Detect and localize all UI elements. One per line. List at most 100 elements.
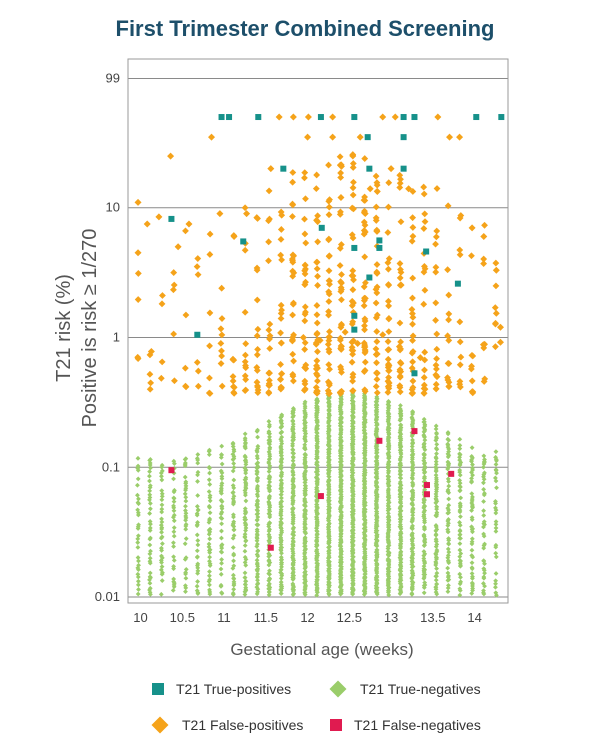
false-positive-point: [409, 188, 417, 195]
false-positive-point: [337, 363, 344, 371]
true-negative-point: [147, 501, 153, 506]
false-positive-point: [301, 267, 309, 275]
true-negative-point: [266, 469, 272, 474]
true-negative-point: [469, 565, 475, 570]
true-negative-point: [434, 542, 440, 547]
true-negative-point: [219, 509, 225, 515]
true-negative-point: [219, 503, 225, 509]
true-negative-point: [183, 456, 189, 462]
true-negative-point: [171, 458, 177, 464]
true-negative-point: [481, 531, 487, 537]
false-positive-point: [338, 271, 345, 278]
false-positive-point: [396, 359, 404, 366]
false-positive-point: [194, 367, 202, 375]
true-negative-point: [206, 477, 212, 483]
true-negative-point: [147, 585, 153, 591]
false-positive-point: [337, 278, 345, 285]
false-positive-point: [350, 337, 357, 345]
false-positive-point: [349, 191, 357, 199]
true-negative-point: [421, 590, 427, 596]
false-positive-point: [397, 281, 405, 289]
true-negative-point: [421, 524, 427, 530]
true-negative-point: [481, 480, 486, 486]
true-negative-point: [159, 493, 165, 499]
true-negative-point: [481, 499, 486, 504]
true-negative-point: [458, 551, 464, 556]
t21-true-positives-point: [318, 224, 325, 231]
t21-false-positives-point: [243, 210, 251, 218]
false-positive-point: [481, 221, 488, 229]
t21-false-positives-point: [208, 133, 216, 141]
true-negative-point: [481, 558, 487, 564]
true-negative-point: [458, 574, 463, 580]
legend-label: T21 True-positives: [176, 681, 292, 697]
true-negative-point: [159, 477, 165, 483]
true-negative-point: [254, 552, 260, 557]
true-negative-point: [266, 419, 272, 424]
true-negative-point: [457, 547, 463, 553]
true-negative-point: [421, 451, 427, 457]
true-negative-point: [421, 549, 427, 554]
true-negative-point: [243, 498, 249, 504]
true-negative-point: [422, 580, 428, 585]
true-negative-point: [242, 520, 248, 526]
true-negative-point: [493, 521, 499, 527]
true-negative-point: [385, 548, 391, 554]
t21-false-positives-point: [337, 193, 345, 201]
true-negative-point: [386, 486, 391, 492]
false-positive-point: [349, 164, 357, 171]
true-negative-point: [362, 466, 367, 472]
false-positive-point: [182, 311, 190, 319]
false-positive-point: [254, 325, 262, 333]
true-negative-point: [135, 507, 141, 513]
false-positive-point: [326, 365, 333, 373]
t21-false-positives-point: [354, 339, 362, 347]
false-positive-point: [385, 379, 393, 387]
false-positive-point: [456, 377, 464, 385]
false-positive-point: [325, 236, 333, 244]
false-positive-point: [182, 227, 189, 235]
true-negative-point: [290, 475, 296, 481]
true-negative-point: [158, 567, 164, 573]
false-positive-point: [361, 315, 369, 323]
true-negative-point: [207, 569, 212, 574]
true-negative-point: [183, 513, 189, 519]
true-negative-point: [266, 562, 272, 568]
false-positive-point: [445, 316, 452, 324]
t21-false-positives-point: [329, 133, 337, 141]
true-negative-point: [457, 472, 463, 478]
x-tick-label: 14: [467, 610, 481, 625]
true-negative-point: [349, 485, 355, 490]
true-negative-point: [290, 565, 296, 571]
false-positive-point: [421, 348, 429, 356]
true-negative-point: [278, 535, 284, 540]
true-negative-point: [147, 495, 153, 500]
false-positive-point: [372, 203, 380, 211]
false-positive-point: [278, 370, 286, 378]
true-negative-point: [135, 492, 140, 498]
true-negative-point: [422, 437, 428, 443]
false-positive-point: [444, 266, 452, 274]
true-negative-point: [326, 558, 331, 564]
true-negative-point: [231, 485, 237, 491]
true-negative-point: [231, 558, 236, 564]
true-negative-point: [482, 541, 487, 547]
true-negative-point: [446, 510, 452, 516]
true-negative-point: [303, 572, 309, 577]
false-positive-point: [229, 373, 237, 380]
true-negative-point: [219, 560, 224, 566]
true-negative-point: [135, 571, 141, 577]
false-positive-point: [241, 372, 249, 380]
false-positive-point: [242, 340, 250, 348]
false-positive-point: [373, 338, 381, 345]
false-positive-point: [277, 301, 285, 309]
false-positive-point: [396, 260, 404, 267]
true-negative-point: [255, 580, 261, 586]
false-positive-point: [289, 372, 297, 380]
true-negative-point: [279, 441, 285, 446]
false-positive-point: [205, 389, 213, 397]
true-negative-point: [290, 441, 296, 447]
t21-true-positives-point: [240, 238, 247, 245]
true-negative-point: [267, 434, 272, 440]
y-tick-label: 10: [106, 200, 120, 215]
